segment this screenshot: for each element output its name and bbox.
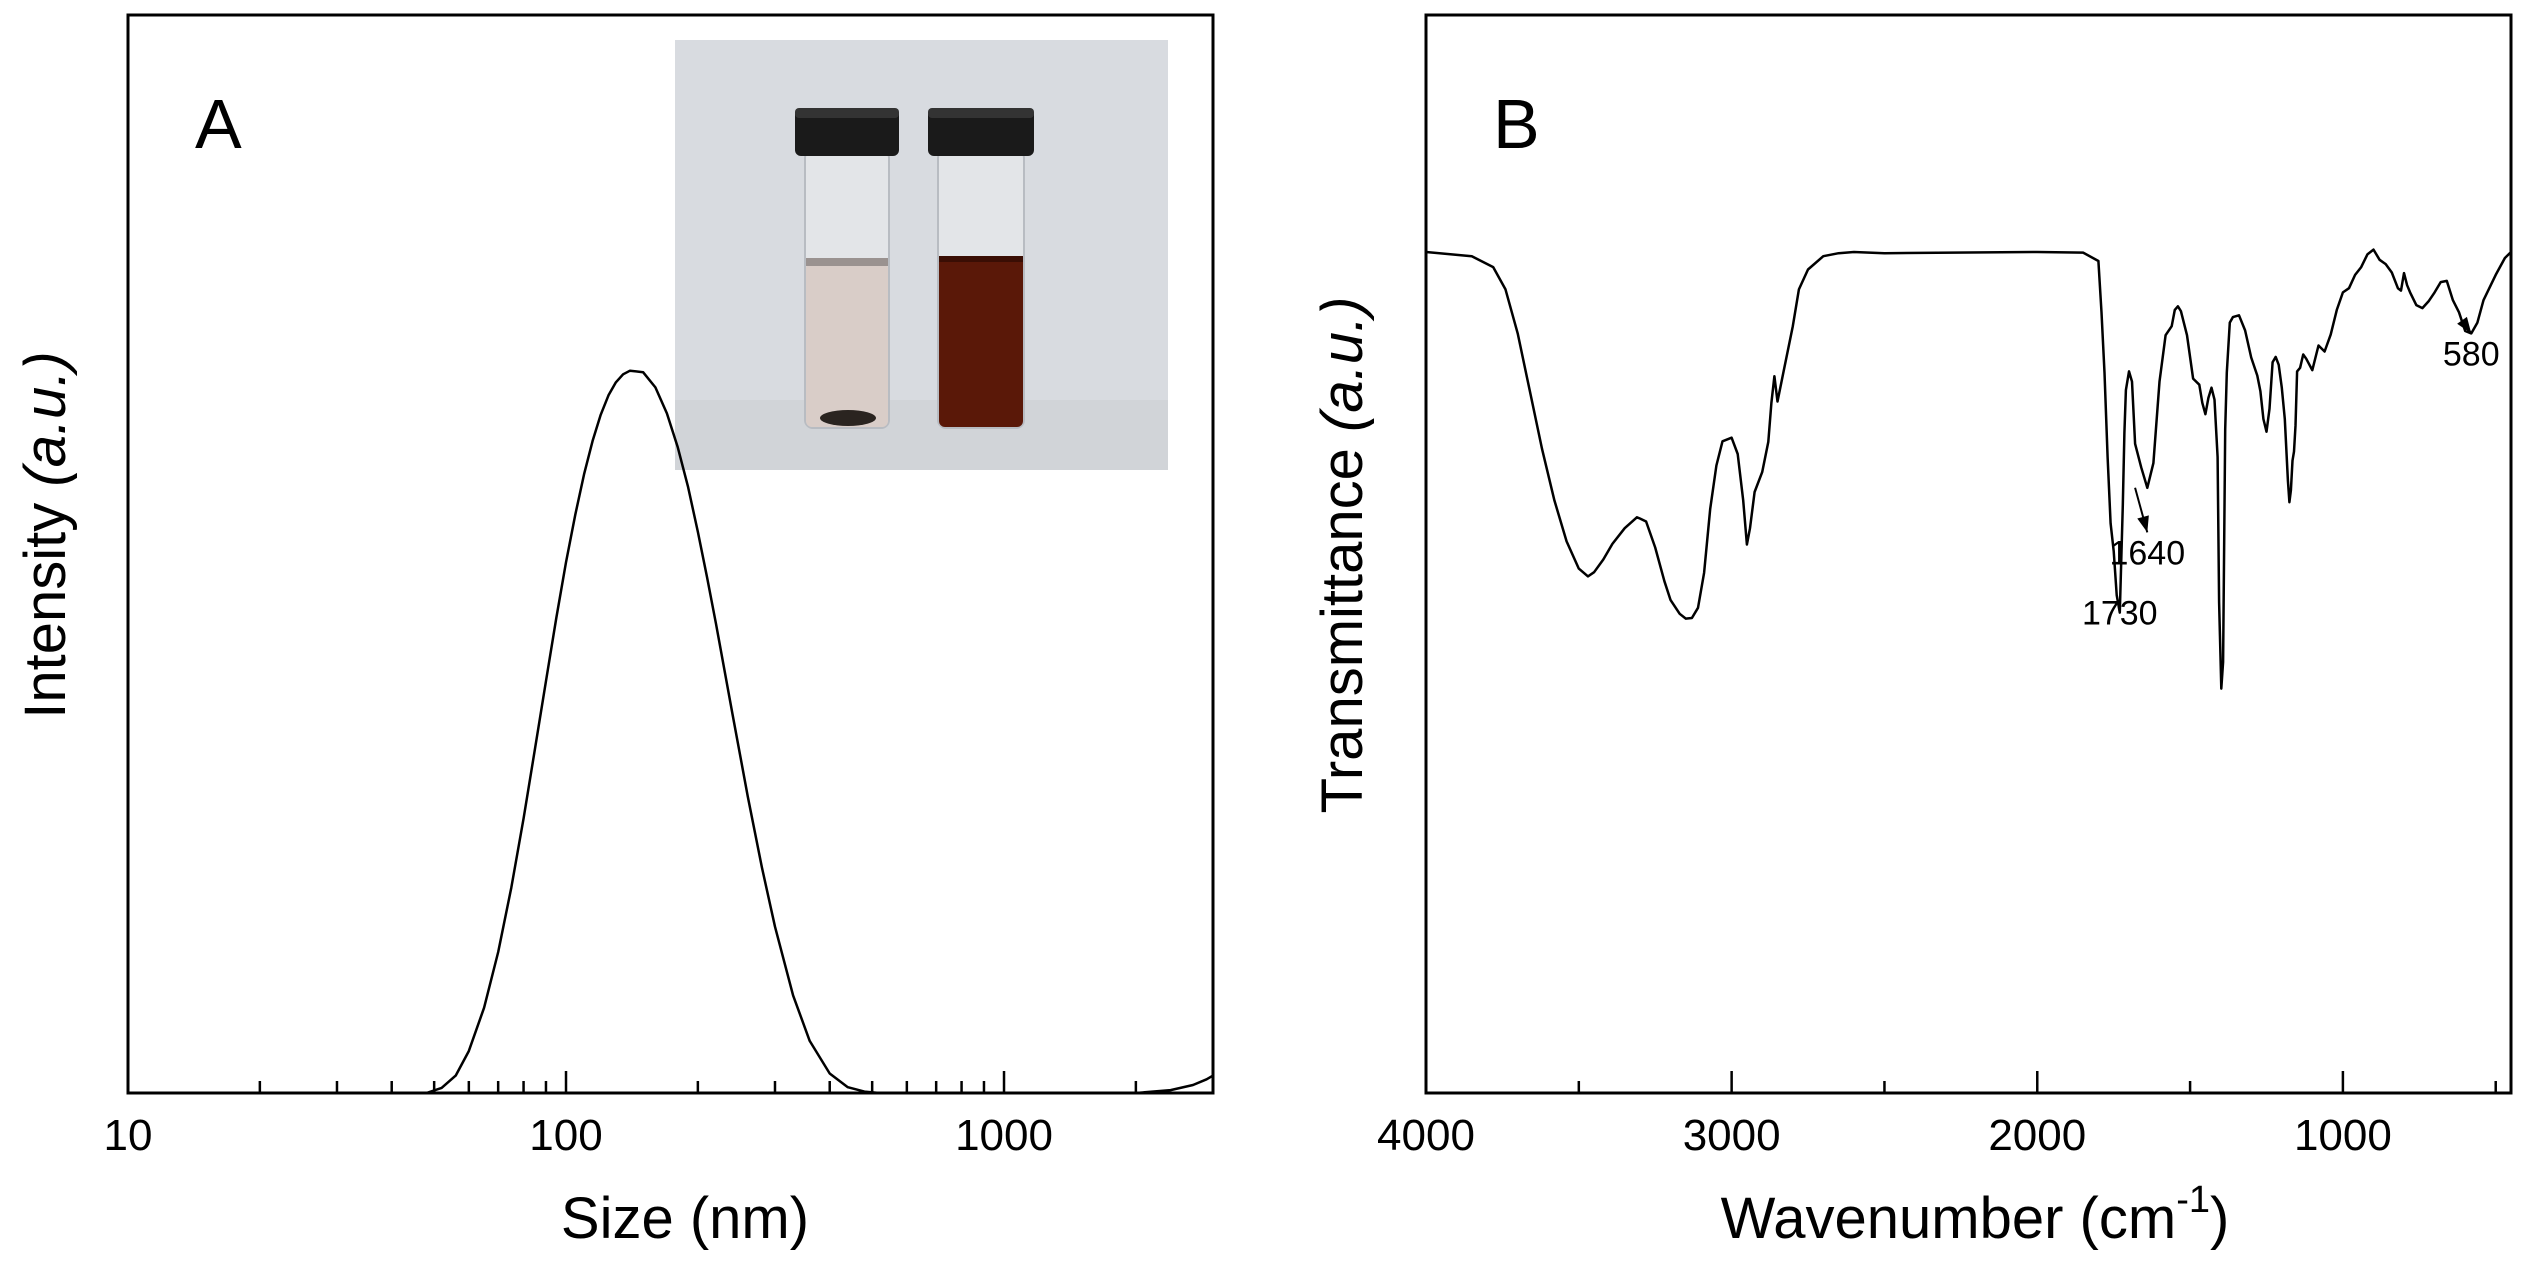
panel-a-y-axis-title: Intensity (a.u.) <box>13 351 78 719</box>
panel-a-x-tick-labels: 10 100 1000 <box>104 1111 1053 1160</box>
panel-a-x-ticks <box>126 1071 1215 1093</box>
panel-b-x-axis-title-sup: -1 <box>2176 1179 2210 1221</box>
panel-b-series-line <box>1425 248 2512 690</box>
panel-a-y-axis-title-main: Intensity <box>13 503 78 719</box>
annotation-label-580: 580 <box>2443 335 2500 373</box>
annotation-arrowhead-1640 <box>2137 515 2149 533</box>
panel-a: 10 100 1000 A Size (nm) Intensity (a.u.) <box>13 13 1215 1251</box>
x-tick-label: 2000 <box>1988 1111 2086 1160</box>
panel-b-plot-frame <box>1424 13 2513 1095</box>
inset-photo-floor <box>675 400 1168 470</box>
x-tick-label: 1000 <box>2294 1111 2392 1160</box>
panel-b-label: B <box>1493 85 1540 163</box>
x-tick-label: 100 <box>529 1111 602 1160</box>
panel-b-x-axis-title: Wavenumber (cm-1) <box>1721 1179 2230 1251</box>
x-tick-label: 10 <box>104 1111 153 1160</box>
x-tick-label: 3000 <box>1683 1111 1781 1160</box>
panel-a-x-axis-title: Size (nm) <box>561 1186 809 1251</box>
vial-dark-cap <box>928 108 1034 156</box>
x-tick-label: 1000 <box>955 1111 1053 1160</box>
panel-b-x-axis-title-main: Wavenumber (cm <box>1721 1186 2177 1251</box>
panel-a-label: A <box>195 85 242 163</box>
annotation-arrowhead-580 <box>2457 316 2472 334</box>
annotation-label-1640: 1640 <box>2109 534 2185 572</box>
panel-a-plot-frame <box>126 13 1215 1095</box>
inset-photo-background <box>675 40 1168 470</box>
panel-b-annotations: 1730 1640 580 <box>2082 316 2500 633</box>
panel-b: 4000 3000 2000 1000 1730 1640 580 B Wavenumbe… <box>1310 13 2513 1251</box>
x-tick-label: 4000 <box>1377 1111 1475 1160</box>
annotation-label-1730: 1730 <box>2082 595 2158 633</box>
panel-b-y-axis-title-main: Transmittance <box>1310 448 1375 813</box>
panel-b-y-axis-title: Transmittance (a.u.) <box>1310 297 1375 814</box>
panel-a-inset-photo <box>675 40 1168 470</box>
vial-clear <box>795 108 899 429</box>
vial-clear-cap <box>795 108 899 156</box>
vial-dark <box>928 108 1034 429</box>
panel-a-y-axis-title-unit: (a.u.) <box>13 351 78 486</box>
panel-b-y-axis-title-unit: (a.u.) <box>1310 297 1375 432</box>
panel-b-x-axis-title-close: ) <box>2210 1186 2229 1251</box>
vial-sediment <box>820 410 876 426</box>
panel-b-x-ticks <box>1424 1071 2497 1093</box>
panel-b-x-tick-labels: 4000 3000 2000 1000 <box>1377 1111 2392 1160</box>
